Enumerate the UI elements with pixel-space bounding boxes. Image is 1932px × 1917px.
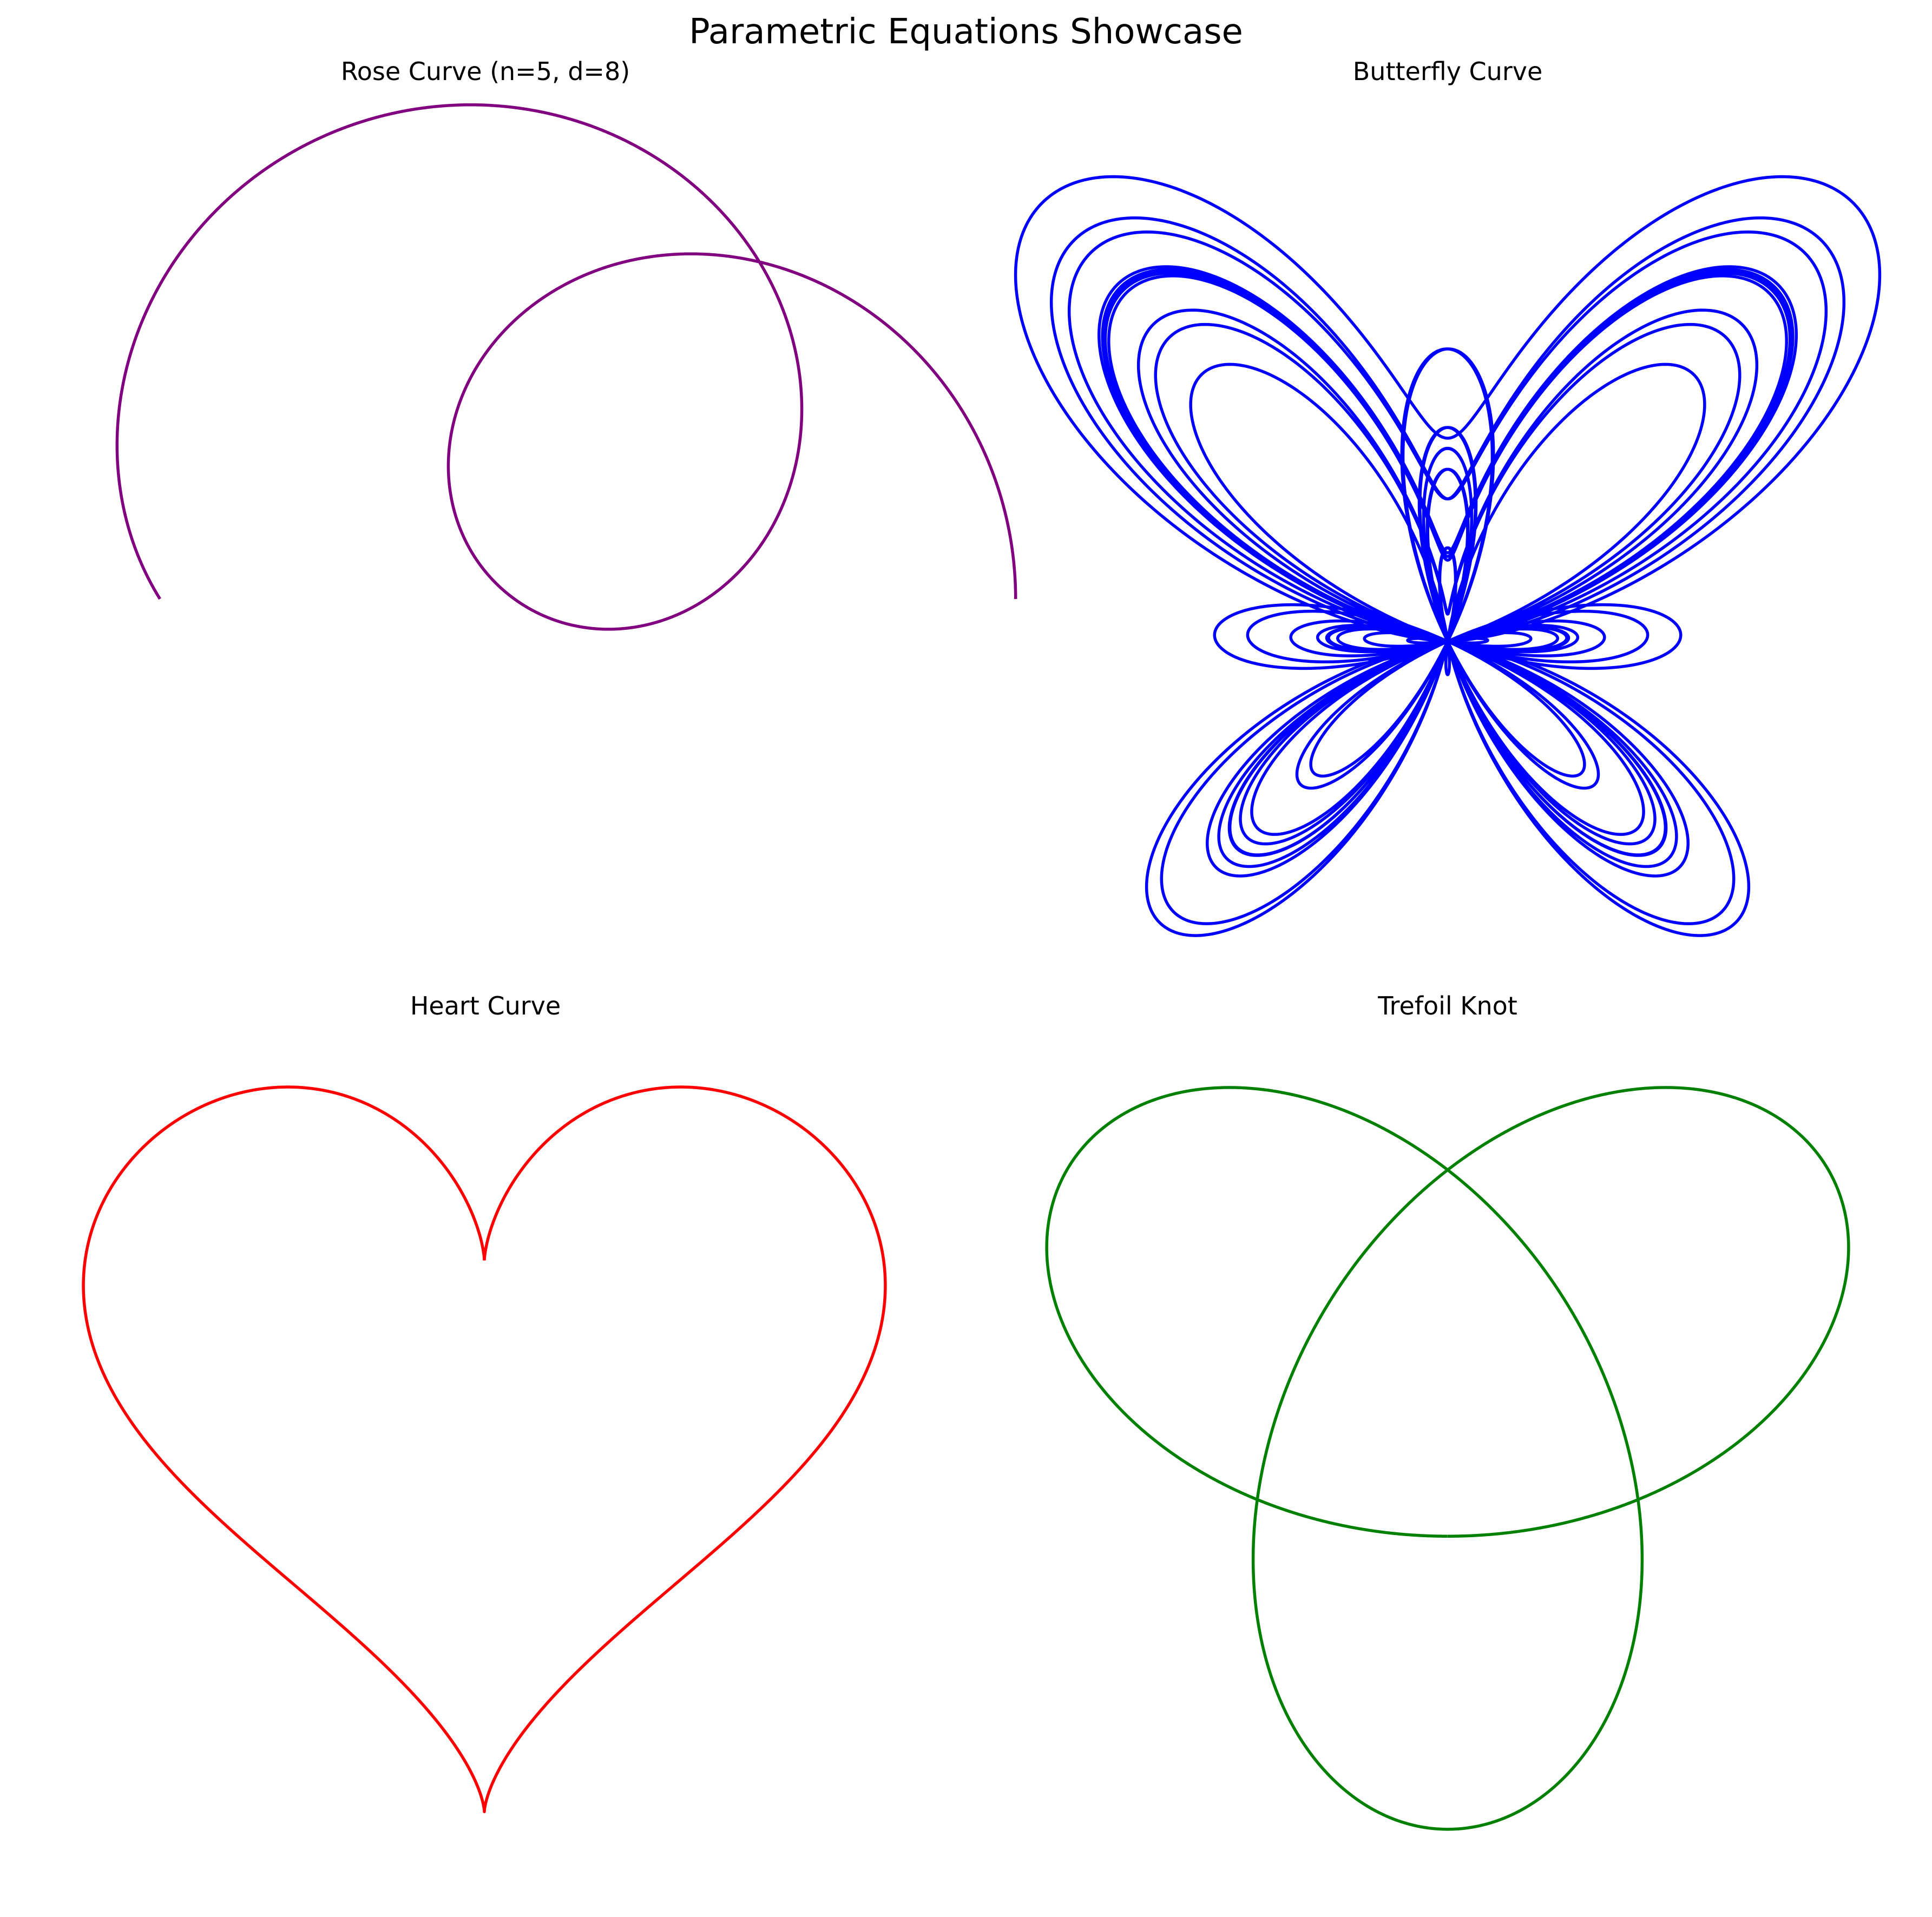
rose-curve-title: Rose Curve (n=5, d=8) xyxy=(341,57,630,86)
trefoil-knot-title: Trefoil Knot xyxy=(1377,991,1517,1020)
panel-heart-curve: Heart Curve xyxy=(83,991,885,1811)
panel-rose-curve: Rose Curve (n=5, d=8) xyxy=(117,57,1015,629)
heart-curve-title: Heart Curve xyxy=(410,991,561,1020)
trefoil-knot-line xyxy=(1047,1088,1849,1829)
figure-title: Parametric Equations Showcase xyxy=(689,12,1243,52)
rose-curve-line xyxy=(117,105,1015,629)
butterfly-curve-title: Butterfly Curve xyxy=(1353,57,1543,86)
panel-butterfly-curve: Butterfly Curve xyxy=(1016,57,1880,936)
heart-curve-line xyxy=(83,1087,885,1811)
panel-trefoil-knot: Trefoil Knot xyxy=(1047,991,1849,1829)
butterfly-curve-line xyxy=(1016,177,1880,936)
